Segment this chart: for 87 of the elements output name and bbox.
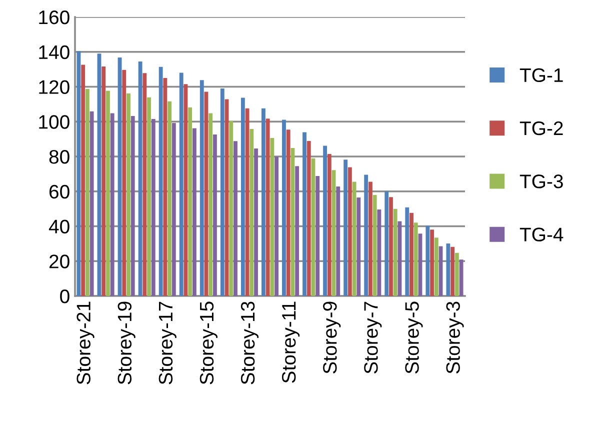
bar [234,141,238,296]
y-tick-label: 100 [39,115,70,129]
y-tick-label: 20 [49,254,70,268]
legend-label: TG-1 [520,68,563,82]
bar [126,93,130,296]
x-tick-label: Storey-7 [364,302,382,374]
bar [405,207,410,296]
bar [384,191,389,296]
bar [130,116,135,296]
bar [282,120,286,296]
legend-label: TG-4 [520,228,564,242]
y-tick-label: 0 [60,289,70,304]
bar [302,132,306,296]
bar [306,140,311,296]
bar [430,230,434,296]
bar [426,226,430,296]
bar [368,182,372,296]
bar [142,73,147,296]
bar [163,78,168,296]
bar [220,88,224,296]
y-tick-label: 120 [39,80,70,94]
bar [398,221,402,296]
bar [172,123,176,296]
bar [151,119,156,296]
y-tick-label: 140 [39,45,70,60]
bar [168,101,172,296]
x-tick-label: Storey-17 [158,302,176,384]
bar [323,146,327,296]
bar [348,167,352,296]
bar [102,66,106,296]
bar [188,107,192,296]
bar [344,160,348,296]
y-tick-label: 80 [49,150,70,164]
bar [261,108,266,296]
bar [356,197,361,296]
bar [377,210,382,296]
bar [90,111,94,296]
bar [110,113,114,296]
bar [434,238,438,296]
bar [106,90,110,296]
bar [147,97,151,296]
bar [290,148,295,296]
bar [245,108,250,296]
bar [364,174,368,296]
x-tick-label: Storey-5 [405,302,423,374]
bar [372,195,377,296]
bar [286,130,290,296]
legend-label: TG-3 [520,174,563,188]
bar [192,128,196,296]
x-tick-label: Storey-9 [323,302,341,374]
bar [446,244,450,296]
bar [138,61,142,296]
bar [250,128,254,296]
y-tick-label: 60 [50,184,70,199]
bar [158,66,163,296]
bar [274,156,279,296]
bar [122,70,126,296]
bar [229,120,234,296]
y-tick-label: 160 [39,10,70,24]
bar [410,212,414,296]
bar [414,222,418,296]
bar [450,246,455,296]
x-tick-label: Storey-19 [118,302,136,384]
bar [240,98,245,296]
bar [454,252,459,296]
bar [270,138,274,296]
bar [179,72,184,296]
legend-label: TG-2 [520,121,563,136]
bar [295,166,300,296]
bar [85,89,90,296]
bar [336,186,340,296]
y-tick-label: 40 [48,220,70,234]
x-tick-label: Storey-21 [76,302,94,384]
bar [81,64,86,296]
bar [213,134,217,296]
bar [208,113,213,296]
bar [393,208,398,296]
x-tick-label: Storey-3 [446,302,464,374]
x-tick-label: Storey-13 [240,302,259,384]
bar [327,154,332,296]
bar [389,197,393,296]
bar [316,176,320,296]
bar [200,80,204,296]
bar [266,118,270,296]
bar [254,148,258,296]
x-tick-label: Storey-15 [200,302,218,384]
x-tick-label: Storey-11 [282,302,300,383]
